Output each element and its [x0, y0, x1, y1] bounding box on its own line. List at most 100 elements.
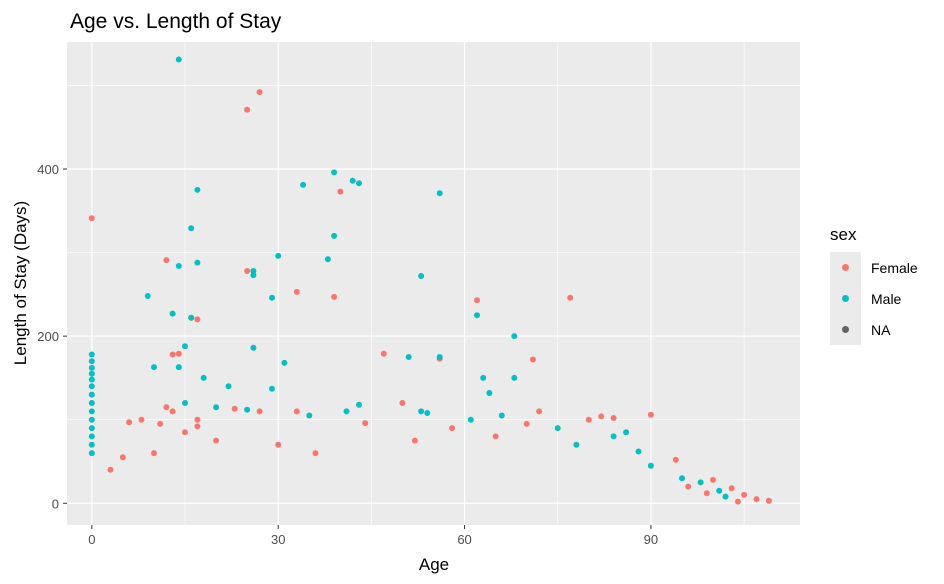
- data-point-male: [474, 312, 480, 319]
- data-point-male: [610, 433, 617, 440]
- data-point-male: [244, 406, 251, 413]
- data-point-male: [88, 408, 95, 415]
- data-point-female: [194, 416, 201, 423]
- data-point-male: [356, 401, 362, 408]
- data-point-male: [331, 232, 338, 239]
- data-point-male: [573, 441, 580, 448]
- data-point-male: [175, 263, 182, 269]
- data-point-male: [88, 391, 95, 398]
- legend-entries: Female Male NA: [830, 252, 918, 345]
- data-point-female: [474, 297, 480, 304]
- data-point-female: [411, 437, 418, 444]
- data-point-male: [716, 487, 723, 494]
- data-point-male: [275, 252, 282, 259]
- data-point-male: [269, 294, 275, 301]
- data-point-male: [188, 314, 195, 321]
- data-point-female: [231, 405, 238, 412]
- data-point-male: [300, 181, 307, 188]
- data-point-female: [88, 215, 95, 222]
- data-point-female: [734, 498, 741, 505]
- data-point-male: [635, 448, 642, 455]
- x-axis-ticks: 0 30 60 90: [88, 525, 658, 547]
- data-point-female: [610, 415, 617, 421]
- x-tick-label: 0: [88, 532, 95, 547]
- data-point-female: [169, 408, 176, 415]
- data-point-female: [728, 485, 735, 492]
- data-point-male: [356, 180, 362, 187]
- data-point-female: [362, 420, 369, 427]
- chart-title: Age vs. Length of Stay: [70, 10, 282, 33]
- data-point-male: [281, 359, 288, 366]
- data-point-female: [293, 288, 300, 295]
- data-point-male: [250, 344, 257, 351]
- data-point-male: [306, 412, 313, 419]
- data-point-female: [256, 89, 263, 96]
- data-point-male: [200, 374, 207, 381]
- data-point-female: [169, 351, 176, 358]
- data-point-male: [88, 364, 95, 371]
- data-point-male: [250, 272, 257, 279]
- data-point-male: [436, 190, 443, 197]
- data-point-male: [343, 408, 350, 415]
- data-point-male: [88, 370, 95, 377]
- data-point-male: [194, 259, 201, 266]
- data-point-female: [244, 106, 251, 113]
- data-point-female: [151, 450, 157, 457]
- legend-label: Male: [871, 291, 902, 307]
- data-point-female: [213, 437, 220, 444]
- data-point-female: [138, 416, 145, 423]
- data-point-female: [194, 316, 201, 323]
- data-point-male: [151, 364, 157, 371]
- legend-key-marker: [842, 326, 849, 333]
- data-point-male: [144, 293, 151, 299]
- data-point-female: [182, 429, 188, 436]
- data-point-male: [88, 433, 95, 440]
- data-point-male: [679, 475, 685, 482]
- data-point-female: [647, 411, 654, 418]
- data-point-male: [418, 408, 425, 415]
- data-point-female: [703, 490, 710, 497]
- data-point-male: [349, 177, 356, 184]
- data-point-male: [511, 374, 518, 381]
- data-point-male: [88, 425, 95, 432]
- x-tick-label: 90: [644, 532, 658, 547]
- data-point-male: [722, 493, 729, 500]
- data-point-female: [585, 416, 592, 423]
- data-point-female: [529, 356, 536, 363]
- data-point-male: [697, 479, 704, 486]
- x-tick-label: 60: [457, 532, 471, 547]
- data-point-male: [250, 268, 257, 274]
- data-point-male: [88, 416, 95, 423]
- data-point-male: [175, 364, 182, 371]
- legend-label: NA: [871, 322, 891, 338]
- data-point-male: [331, 169, 338, 176]
- data-point-male: [623, 429, 630, 436]
- data-point-female: [163, 257, 170, 264]
- data-point-female: [331, 293, 338, 300]
- data-point-female: [119, 454, 126, 461]
- data-point-female: [567, 294, 574, 301]
- data-point-female: [194, 423, 201, 430]
- data-point-female: [380, 350, 387, 357]
- data-point-male: [213, 404, 220, 411]
- data-point-male: [405, 354, 412, 360]
- data-point-male: [554, 425, 561, 432]
- data-point-female: [492, 433, 499, 440]
- legend-title: sex: [830, 225, 857, 244]
- data-point-male: [88, 400, 95, 406]
- grid-lines: [67, 42, 800, 525]
- data-point-female: [337, 188, 344, 195]
- data-point-female: [293, 408, 300, 415]
- data-point-female: [710, 476, 716, 483]
- data-point-male: [418, 273, 425, 279]
- data-point-male: [88, 450, 95, 457]
- data-point-female: [765, 497, 772, 504]
- y-tick-label: 200: [37, 329, 59, 344]
- data-point-male: [88, 358, 95, 365]
- data-point-female: [157, 420, 164, 427]
- data-point-female: [741, 491, 748, 498]
- data-points: [88, 56, 772, 505]
- y-axis-ticks: 0 200 400: [37, 162, 67, 511]
- data-point-male: [88, 376, 95, 383]
- data-point-male: [194, 186, 201, 193]
